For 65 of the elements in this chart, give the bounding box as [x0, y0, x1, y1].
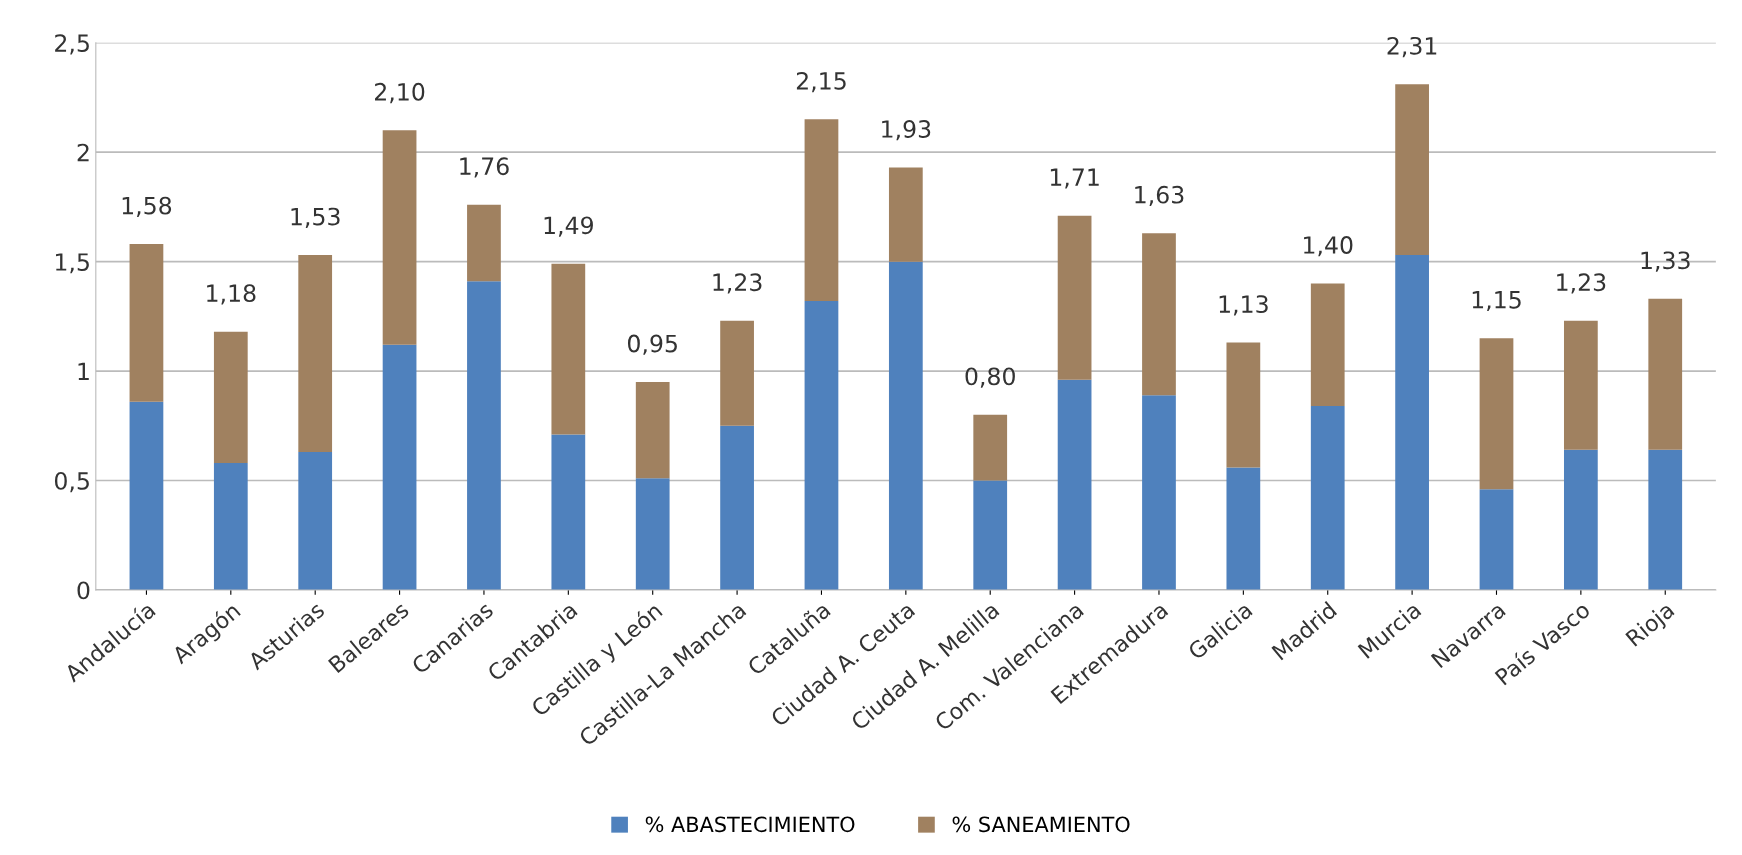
bar	[1648, 449, 1683, 590]
bar	[1142, 395, 1176, 590]
bar	[129, 244, 164, 402]
y-tick-label: 0,5	[54, 471, 89, 493]
y-tick-label: 2	[77, 143, 89, 162]
total-label: 1,15	[1472, 291, 1521, 312]
y-tick-label: 0	[77, 581, 90, 600]
total-label: 2,31	[1387, 36, 1437, 58]
bar	[1648, 298, 1683, 450]
bar	[382, 130, 417, 345]
bar	[804, 119, 839, 302]
total-label: 1,23	[1557, 273, 1606, 294]
total-label: 1,76	[460, 157, 509, 178]
total-label: 1,33	[1641, 251, 1690, 272]
bar	[1057, 379, 1092, 590]
bar	[298, 255, 333, 453]
y-tick-label: 1	[78, 362, 89, 381]
bar	[1226, 342, 1261, 468]
bar	[213, 331, 248, 463]
bar	[1395, 84, 1429, 256]
bar	[1226, 467, 1261, 590]
total-label: 1,49	[544, 216, 593, 237]
bar	[1310, 283, 1345, 407]
bar	[1563, 320, 1598, 450]
total-label: 2,10	[375, 82, 425, 104]
bar	[1479, 489, 1514, 590]
bar	[720, 320, 754, 426]
total-label: 1,93	[882, 120, 931, 141]
bar	[804, 301, 839, 590]
bar	[888, 261, 923, 590]
total-label: 2,15	[796, 71, 846, 93]
legend-label: % SANEAMIENTO	[952, 816, 1130, 833]
bar	[1310, 406, 1345, 590]
total-label: 1,13	[1219, 295, 1268, 316]
bar	[467, 204, 501, 282]
bar	[973, 480, 1008, 590]
bar	[1142, 233, 1176, 396]
bar	[551, 434, 586, 590]
total-label: 0,95	[627, 334, 677, 355]
legend-label: % ABASTECIMIENTO	[645, 816, 855, 833]
y-tick-label: 1,5	[55, 253, 89, 274]
bar	[298, 452, 333, 590]
total-label: 1,71	[1050, 168, 1099, 189]
bar	[720, 425, 754, 590]
bar	[467, 281, 501, 590]
bar	[129, 401, 164, 590]
total-label: 1,58	[122, 196, 172, 217]
bar	[1057, 215, 1092, 380]
total-label: 1,63	[1135, 185, 1184, 207]
bar	[382, 344, 417, 590]
bar	[973, 414, 1008, 481]
bar	[213, 463, 248, 590]
total-label: 0,80	[965, 367, 1015, 388]
bar	[1395, 255, 1429, 590]
bar	[888, 167, 923, 262]
total-label: 1,18	[207, 284, 256, 305]
y-tick-label: 2,5	[55, 34, 89, 55]
total-label: 1,23	[713, 273, 762, 294]
bar	[551, 263, 586, 435]
bar	[1479, 338, 1514, 490]
total-label: 1,53	[291, 207, 340, 228]
total-label: 1,40	[1304, 236, 1353, 257]
bar	[1563, 449, 1598, 590]
bar	[635, 478, 670, 590]
bar	[635, 382, 670, 479]
